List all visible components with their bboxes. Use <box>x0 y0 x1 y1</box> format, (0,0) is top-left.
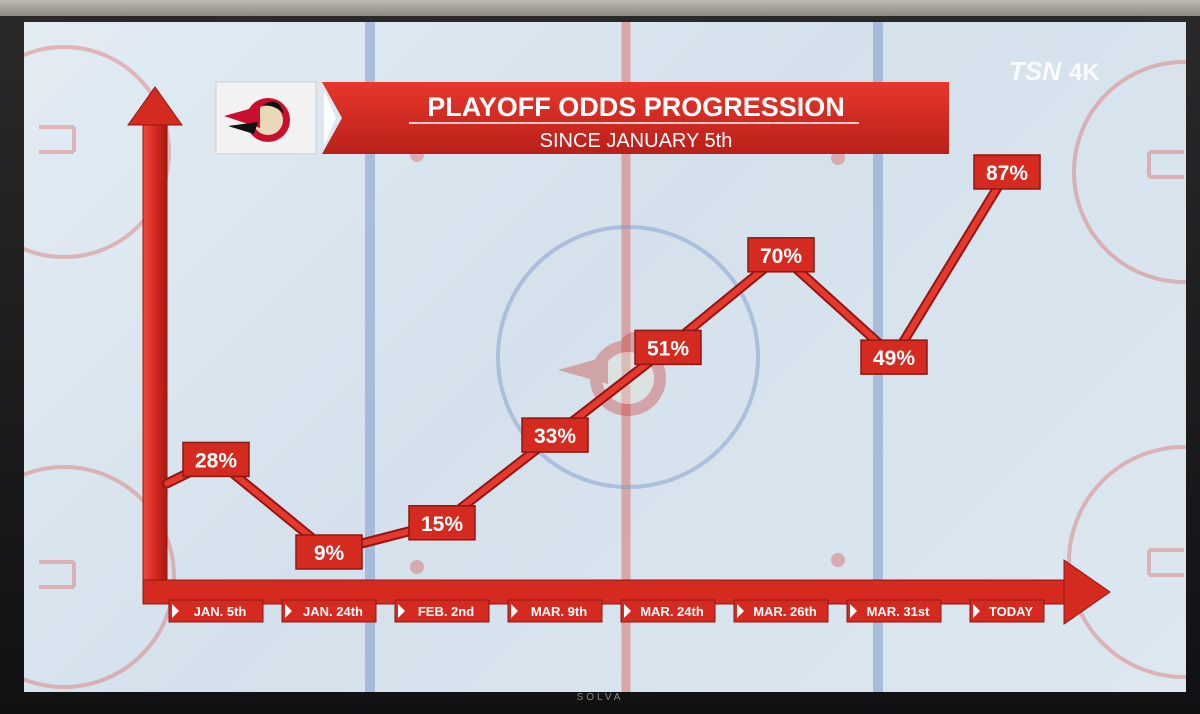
data-label-box <box>295 534 363 570</box>
data-label-text: 9% <box>314 542 345 565</box>
data-label-box <box>521 417 589 453</box>
x-tick-5: MAR. 24th <box>620 599 716 623</box>
x-tick-label: JAN. 24th <box>303 604 363 619</box>
x-tick-label: MAR. 31st <box>867 604 931 619</box>
faceoff-dot <box>831 151 845 165</box>
data-label-1: 28% <box>182 441 250 478</box>
x-tick-label: JAN. 5th <box>194 604 247 619</box>
x-tick-6: MAR. 26th <box>733 599 829 623</box>
data-label-box <box>634 329 702 366</box>
faceoff-circle-top-right <box>1072 60 1186 284</box>
x-tick-box <box>281 599 377 623</box>
y-axis-arrow-icon <box>127 86 183 126</box>
data-label-box <box>182 441 250 478</box>
faceoff-circle-bottom-left <box>24 465 176 689</box>
x-tick-chevron-icon <box>850 604 857 618</box>
data-label-text: 51% <box>647 337 689 360</box>
x-tick-box <box>620 599 716 623</box>
data-label-layer: 28% 9% 15% 33% 51% 70% 49% 87% <box>182 154 1041 570</box>
faceoff-dot <box>410 560 424 574</box>
x-tick-layer: JAN. 5th JAN. 24th FEB. 2nd MAR. 9th MAR. 24… <box>168 599 1045 623</box>
data-label-text: 15% <box>421 513 463 536</box>
data-label-text: 33% <box>534 425 576 448</box>
data-label-8: 87% <box>973 154 1041 190</box>
x-tick-chevron-icon <box>624 604 631 618</box>
x-tick-label: FEB. 2nd <box>418 604 474 619</box>
data-label-box <box>747 237 815 273</box>
playoff-odds-chart: TSN 4K PLAYOFF ODDS PROGRESSION SINCE JA… <box>24 22 1186 692</box>
x-tick-3: FEB. 2nd <box>394 599 490 623</box>
data-label-7: 49% <box>860 339 928 375</box>
x-tick-box <box>507 599 603 623</box>
network-badge: 4K <box>1069 59 1100 86</box>
data-label-text: 28% <box>195 449 237 472</box>
data-label-6: 70% <box>747 237 815 273</box>
data-label-3: 15% <box>408 505 476 541</box>
chart-subtitle: SINCE JANUARY 5th <box>540 130 733 152</box>
x-tick-chevron-icon <box>172 604 179 618</box>
x-tick-chevron-icon <box>398 604 405 618</box>
x-tick-8: TODAY <box>969 599 1045 623</box>
wall-background <box>0 0 1200 16</box>
center-ice-circle <box>496 225 760 489</box>
x-tick-1: JAN. 5th <box>168 599 264 623</box>
chart-title: PLAYOFF ODDS PROGRESSION <box>427 92 845 122</box>
data-label-text: 87% <box>986 162 1028 185</box>
x-tick-2: JAN. 24th <box>281 599 377 623</box>
x-tick-box <box>846 599 942 623</box>
x-tick-label: MAR. 9th <box>531 604 587 619</box>
x-axis-arrow-icon <box>1063 559 1111 625</box>
hash-marks <box>39 125 1184 589</box>
x-tick-label: MAR. 26th <box>753 604 817 619</box>
tsn-4k-logo-icon: TSN 4K <box>1009 56 1100 86</box>
x-tick-chevron-icon <box>973 604 980 618</box>
tv-brand-logo: SOLVA <box>576 692 624 703</box>
faceoff-dot <box>831 553 845 567</box>
x-tick-box <box>168 599 264 623</box>
x-tick-box <box>969 599 1045 623</box>
chart-header: PLAYOFF ODDS PROGRESSION SINCE JANUARY 5… <box>215 81 949 155</box>
x-tick-chevron-icon <box>737 604 744 618</box>
x-tick-4: MAR. 9th <box>507 599 603 623</box>
x-tick-box <box>733 599 829 623</box>
x-tick-box <box>394 599 490 623</box>
data-label-box <box>860 339 928 375</box>
title-chevron-icon <box>324 90 336 146</box>
ottawa-senators-logo-icon <box>224 98 290 142</box>
x-tick-chevron-icon <box>285 604 292 618</box>
x-tick-label: TODAY <box>989 604 1033 619</box>
data-label-4: 33% <box>521 417 589 453</box>
title-banner <box>322 82 949 154</box>
faceoff-circle-bottom-right <box>1067 445 1186 679</box>
x-tick-chevron-icon <box>511 604 518 618</box>
data-label-text: 70% <box>760 245 802 268</box>
y-axis-shaft <box>142 121 168 605</box>
data-label-box <box>408 505 476 541</box>
x-tick-label: MAR. 24th <box>640 604 704 619</box>
network-logo: TSN <box>1009 56 1062 86</box>
data-label-2: 9% <box>295 534 363 570</box>
data-label-box <box>973 154 1041 190</box>
data-label-text: 49% <box>873 347 915 370</box>
faceoff-circle-top-left <box>24 45 171 259</box>
data-label-5: 51% <box>634 329 702 366</box>
x-tick-7: MAR. 31st <box>846 599 942 623</box>
tv-screen: TSN 4K PLAYOFF ODDS PROGRESSION SINCE JA… <box>24 22 1186 692</box>
